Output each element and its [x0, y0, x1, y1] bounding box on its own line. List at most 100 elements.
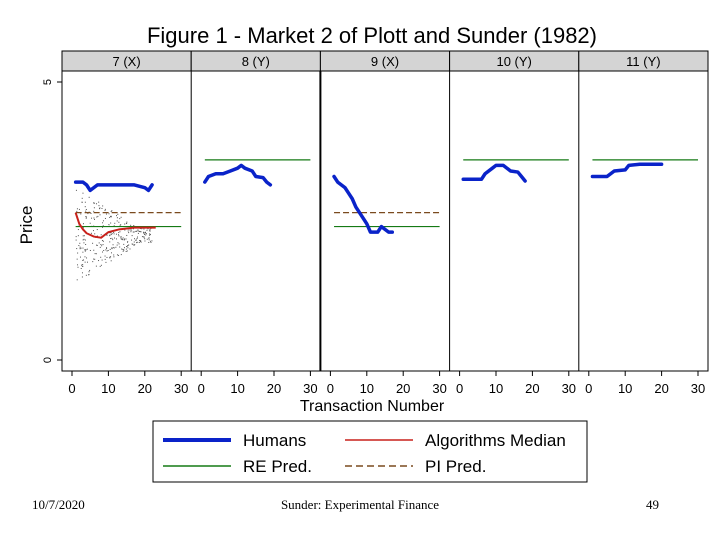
scatter-point — [89, 269, 91, 271]
scatter-point — [81, 276, 83, 278]
scatter-point — [120, 236, 122, 238]
scatter-point — [85, 274, 87, 276]
scatter-point — [127, 247, 129, 249]
scatter-point — [132, 231, 134, 233]
scatter-point — [106, 250, 108, 252]
scatter-point — [110, 210, 112, 212]
page-number: 49 — [646, 497, 659, 512]
scatter-point — [79, 242, 81, 244]
scatter-point — [77, 266, 79, 268]
scatter-point — [100, 256, 102, 258]
scatter-point — [102, 226, 104, 228]
scatter-point — [120, 254, 122, 256]
scatter-point — [121, 248, 123, 250]
scatter-point — [131, 235, 133, 237]
x-tick-label: 20 — [396, 381, 410, 396]
scatter-point — [80, 247, 82, 249]
scatter-point — [143, 232, 145, 234]
scatter-point — [115, 233, 117, 235]
scatter-point — [109, 232, 111, 234]
scatter-point — [140, 241, 142, 243]
scatter-point — [79, 256, 81, 258]
scatter-point — [148, 239, 150, 241]
scatter-point — [100, 234, 102, 236]
scatter-point — [104, 210, 106, 212]
scatter-point — [138, 241, 140, 243]
scatter-point — [94, 202, 96, 204]
scatter-point — [150, 241, 152, 243]
x-tick-label: 20 — [138, 381, 152, 396]
scatter-point — [127, 230, 129, 232]
scatter-point — [116, 217, 118, 219]
scatter-point — [108, 213, 110, 215]
scatter-point — [93, 207, 95, 209]
x-tick-label: 10 — [360, 381, 374, 396]
x-axis-label: Transaction Number — [300, 398, 445, 415]
scatter-point — [75, 236, 77, 238]
scatter-point — [113, 233, 115, 235]
scatter-point — [85, 216, 87, 218]
scatter-point — [144, 240, 146, 242]
scatter-point — [116, 244, 118, 246]
scatter-point — [89, 222, 91, 224]
scatter-point — [126, 234, 128, 236]
scatter-point — [122, 248, 124, 250]
scatter-point — [119, 224, 121, 226]
scatter-point — [113, 247, 115, 249]
scatter-point — [139, 231, 141, 233]
scatter-point — [136, 242, 138, 244]
scatter-point — [128, 232, 130, 234]
humans-line — [203, 163, 273, 187]
scatter-point — [113, 254, 115, 256]
scatter-point — [143, 237, 145, 239]
x-tick-label: 20 — [654, 381, 668, 396]
scatter-point — [100, 244, 102, 246]
scatter-point — [101, 240, 103, 242]
legend: Humans Algorithms Median RE Pred. PI Pred. — [152, 420, 588, 483]
scatter-point — [151, 240, 153, 242]
scatter-point — [93, 218, 95, 220]
scatter-point — [116, 238, 118, 240]
scatter-point — [139, 241, 141, 243]
scatter-point — [122, 250, 124, 252]
scatter-point — [112, 247, 114, 249]
scatter-point — [82, 264, 84, 266]
humans-line — [332, 174, 395, 234]
scatter-point — [121, 238, 123, 240]
scatter-point — [106, 234, 108, 236]
scatter-point — [79, 246, 81, 248]
algorithm-scatter — [75, 189, 153, 281]
scatter-point — [148, 234, 150, 236]
scatter-point — [107, 249, 109, 251]
scatter-point — [97, 215, 99, 217]
scatter-point — [131, 239, 133, 241]
scatter-point — [136, 237, 138, 239]
scatter-point — [104, 258, 106, 260]
y-tick-label: 5 — [42, 79, 54, 85]
scatter-point — [92, 230, 94, 232]
scatter-point — [81, 197, 83, 199]
scatter-point — [81, 265, 83, 267]
scatter-point — [124, 223, 126, 225]
scatter-point — [148, 237, 150, 239]
scatter-point — [111, 237, 113, 239]
scatter-point — [136, 236, 138, 238]
scatter-point — [110, 260, 112, 262]
scatter-point — [76, 210, 78, 212]
scatter-point — [125, 222, 127, 224]
scatter-point — [90, 232, 92, 234]
x-tick-label: 0 — [585, 381, 592, 396]
scatter-point — [84, 206, 86, 208]
scatter-point — [110, 238, 112, 240]
scatter-point — [93, 202, 95, 204]
scatter-point — [111, 210, 113, 212]
scatter-point — [138, 230, 140, 232]
scatter-point — [76, 248, 78, 250]
scatter-point — [118, 235, 120, 237]
scatter-point — [94, 258, 96, 260]
scatter-point — [117, 213, 119, 215]
x-tick-label: 0 — [456, 381, 463, 396]
scatter-point — [136, 230, 138, 232]
